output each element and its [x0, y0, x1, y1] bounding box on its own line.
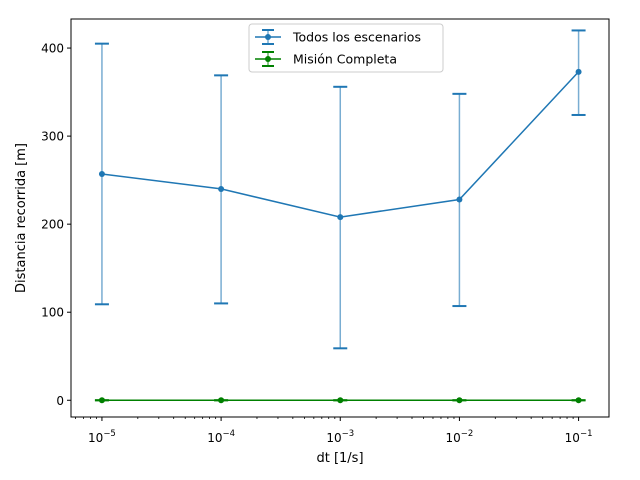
y-tick-label: 200 — [41, 218, 64, 232]
y-tick-label: 100 — [41, 306, 64, 320]
y-axis-label: Distancia recorrida [m] — [14, 143, 29, 293]
x-tick-label: 10−2 — [446, 429, 474, 445]
data-point — [456, 196, 463, 203]
x-axis-label: dt [1/s] — [316, 451, 363, 466]
x-tick-label: 10−3 — [326, 429, 354, 445]
data-point — [575, 397, 582, 404]
x-tick-label: 10−5 — [88, 429, 116, 445]
series-layer — [94, 29, 586, 404]
legend-label: Misión Completa — [293, 52, 397, 67]
data-point — [98, 397, 105, 404]
legend-entries: Todos los escenarios Misión Completa — [255, 29, 421, 67]
data-point — [575, 68, 582, 75]
legend-box — [248, 23, 444, 73]
y-tick-label: 0 — [56, 394, 64, 408]
data-point — [337, 397, 344, 404]
y-tick-label: 400 — [41, 42, 64, 56]
legend-label: Todos los escenarios — [292, 30, 421, 45]
data-point — [337, 214, 344, 221]
x-tick-label: 10−4 — [207, 429, 235, 445]
series — [94, 29, 586, 350]
legend-entry: Misión Completa — [255, 51, 397, 67]
axes-layer: 0 100 200 300 400 10−5 10−4 10−3 10−2 10−1 — [41, 42, 592, 445]
data-point — [98, 170, 105, 177]
x-tick-label: 10−1 — [565, 429, 593, 445]
legend-marker — [265, 56, 271, 62]
legend: Todos los escenarios Misión Completa — [248, 23, 444, 73]
legend-marker — [265, 34, 271, 40]
data-point — [456, 397, 463, 404]
series — [94, 397, 586, 404]
y-tick-label: 300 — [41, 130, 64, 144]
legend-entry: Todos los escenarios — [255, 29, 421, 45]
data-point — [218, 397, 225, 404]
data-point — [218, 185, 225, 192]
